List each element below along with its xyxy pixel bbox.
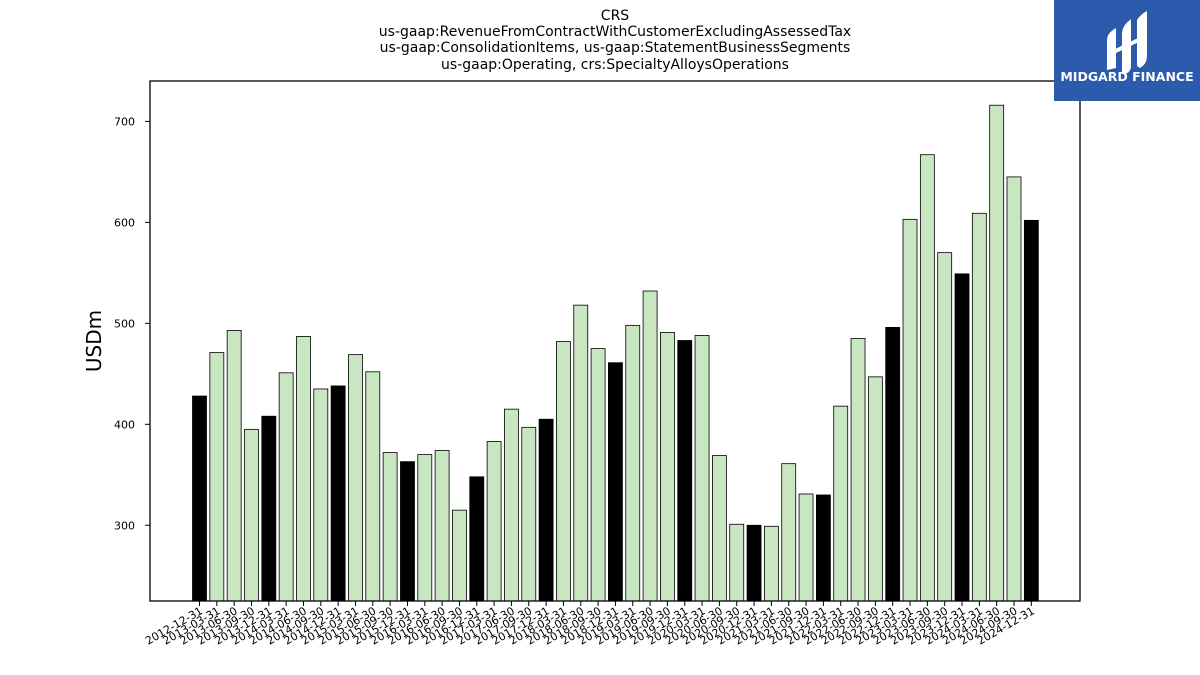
bar-2018-06-30 [573, 304, 589, 602]
bar-2013-03-31 [209, 352, 225, 602]
bar-2021-09-30 [798, 493, 814, 602]
bar-2022-12-31 [885, 326, 901, 602]
y-axis: 300 400 500 600 700 [114, 115, 150, 532]
bar-2016-06-30 [434, 450, 450, 602]
bar-2022-09-30 [867, 376, 883, 602]
bars-group [192, 104, 1039, 602]
bar-2021-12-31 [815, 494, 831, 602]
bar-2017-06-30 [504, 408, 519, 602]
bar-2019-06-30 [642, 290, 658, 602]
bar-2021-06-30 [781, 463, 797, 602]
chart-title: CRS us-gaap:RevenueFromContractWithCusto… [379, 8, 851, 73]
bar-2020-12-31 [746, 524, 762, 602]
bar-2022-06-30 [850, 338, 866, 602]
bar-2016-09-30 [452, 509, 467, 602]
y-tick-label: 600 [114, 216, 135, 229]
bar-2023-09-30 [937, 252, 953, 602]
bar-2024-06-30 [989, 104, 1005, 602]
bar-2017-12-31 [538, 418, 554, 602]
bar-2018-03-31 [556, 341, 571, 602]
bar-2020-09-30 [729, 523, 745, 602]
bar-2012-12-31 [192, 395, 207, 602]
midgard-logo-icon [1107, 11, 1147, 74]
bar-2014-12-31 [330, 385, 346, 602]
bar-2015-06-30 [365, 371, 381, 602]
y-tick-label: 500 [114, 317, 135, 330]
bar-2019-12-31 [677, 340, 693, 602]
bar-2016-12-31 [469, 476, 485, 602]
logo-text: MIDGARD FINANCE [1060, 69, 1193, 84]
bar-2023-12-31 [954, 273, 970, 602]
bar-2017-09-30 [521, 426, 537, 602]
y-tick-label: 400 [114, 418, 135, 431]
bar-2014-06-30 [296, 336, 311, 602]
chart-title-line-4: us-gaap:Operating, crs:SpecialtyAlloysOp… [441, 57, 789, 73]
bar-2024-12-31 [1023, 219, 1039, 602]
bar-2014-09-30 [313, 388, 329, 602]
bar-2023-03-31 [902, 218, 918, 602]
midgard-finance-logo: MIDGARD FINANCE [1054, 0, 1200, 101]
bar-2015-12-31 [400, 461, 415, 602]
chart-title-line-1: CRS [601, 8, 630, 24]
y-axis-label: USDm [82, 310, 106, 372]
bar-2014-03-31 [278, 372, 294, 602]
bar-2018-09-30 [590, 348, 606, 602]
bar-2013-06-30 [226, 329, 242, 602]
bar-2020-03-31 [694, 335, 710, 602]
bar-2022-03-31 [833, 405, 849, 602]
y-tick-label: 300 [114, 519, 135, 532]
bar-2024-09-30 [1006, 176, 1022, 602]
bar-2020-06-30 [712, 455, 727, 602]
bar-2019-03-31 [625, 324, 641, 602]
bar-2017-03-31 [486, 441, 502, 602]
x-axis: 2012-12-312013-03-312013-06-302013-09-30… [143, 601, 1037, 648]
bar-2019-09-30 [660, 332, 675, 602]
chart-title-line-3: us-gaap:ConsolidationItems, us-gaap:Stat… [380, 40, 851, 56]
bar-2018-12-31 [608, 362, 623, 602]
y-tick-label: 700 [114, 115, 135, 128]
bar-2021-03-31 [763, 525, 779, 602]
bar-2024-03-31 [971, 212, 987, 602]
bar-2013-09-30 [244, 428, 259, 602]
bar-2016-03-31 [417, 454, 433, 602]
bar-2015-03-31 [348, 354, 363, 602]
bar-2015-09-30 [382, 452, 398, 602]
chart-title-line-2: us-gaap:RevenueFromContractWithCustomerE… [379, 24, 851, 40]
bar-2023-06-30 [919, 154, 935, 602]
bar-2013-12-31 [261, 415, 277, 602]
